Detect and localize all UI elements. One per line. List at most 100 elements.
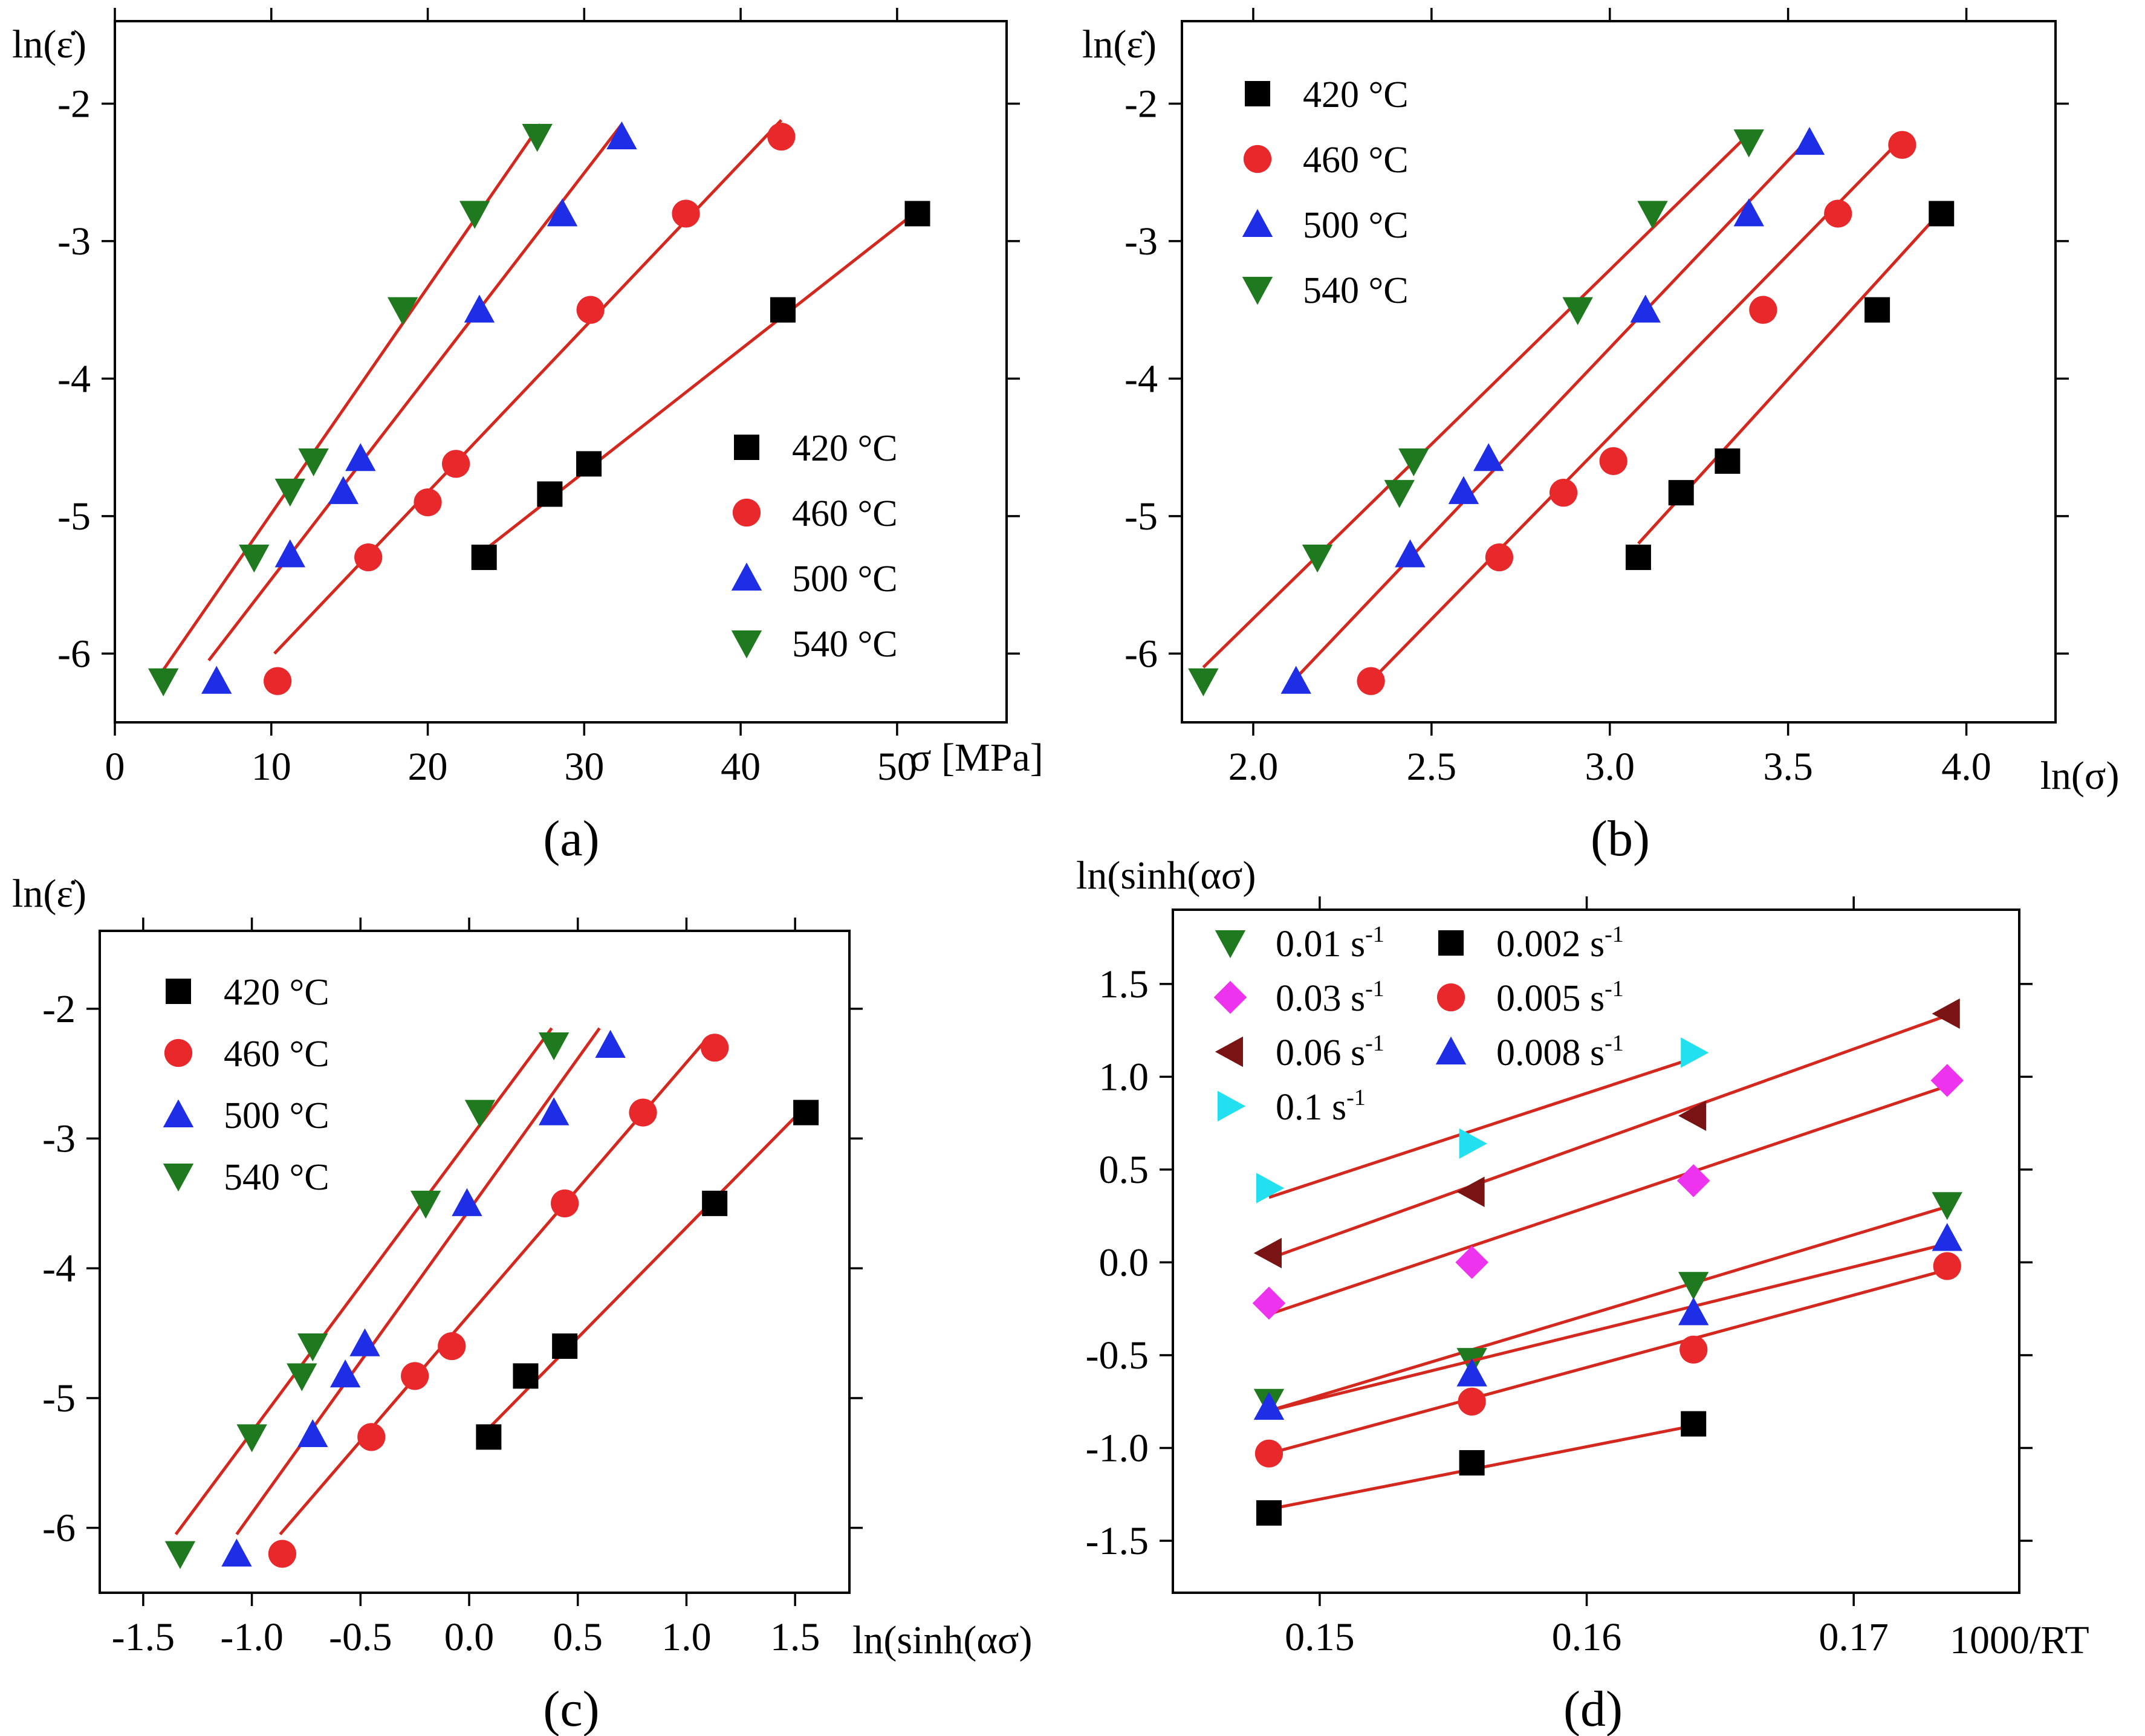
y-tick-label: 0.0 <box>1099 1240 1149 1284</box>
data-point <box>1733 129 1764 158</box>
legend-marker <box>731 630 762 659</box>
panel-label: (b) <box>1591 811 1650 867</box>
series-circle <box>268 1034 729 1568</box>
series-diamond <box>1252 1064 1964 1320</box>
legend-label: 460 °C <box>1303 140 1409 181</box>
x-tick-label: 0.16 <box>1552 1615 1622 1659</box>
x-tick-label: 2.5 <box>1407 745 1457 789</box>
panel-c: -1.5 -1.0 -0.5 0.0 0.5 1.0 1.5 -6 -5 -4 -3 -2 ln(ε̇)… <box>12 872 1032 1736</box>
fit-line <box>1369 137 1904 682</box>
x-tick-label: 3.5 <box>1763 745 1813 789</box>
legend: 420 °C 460 °C 500 °C 540 °C <box>731 428 898 665</box>
y-tick-label: -3 <box>57 219 91 264</box>
legend-marker <box>1242 277 1273 305</box>
data-point <box>221 1538 252 1567</box>
panel-d: 0.15 0.16 0.17 -1.5 -1.0 -0.5 0.0 0.5 1.0 1.5 ln(s… <box>1076 853 2089 1736</box>
data-point <box>328 476 359 504</box>
data-point <box>1930 1064 1964 1097</box>
legend-label: 0.008 s-1 <box>1496 1031 1624 1074</box>
fit-line <box>1268 1242 1948 1413</box>
fit-line <box>1268 1014 1948 1260</box>
data-point <box>1932 1192 1962 1220</box>
legend: 0.01 s-1 0.03 s-1 0.06 s-1 0.1 s-1 0.002 s-1… <box>1213 922 1624 1128</box>
y-tick-label: 1.0 <box>1099 1055 1149 1099</box>
series-square <box>471 201 930 571</box>
data-point <box>452 1188 482 1216</box>
plot-frame <box>114 20 1008 724</box>
legend-superscript: -1 <box>1605 976 1624 1002</box>
legend-label: 540 °C <box>224 1157 329 1198</box>
x-tick-label: 1.5 <box>770 1615 820 1659</box>
plot-frame <box>1181 20 2057 724</box>
data-point <box>329 1359 361 1388</box>
data-point <box>297 1333 328 1362</box>
series-triangle-up <box>201 121 637 694</box>
fit-line <box>1298 137 1811 676</box>
data-point <box>459 201 490 229</box>
x-axis-label: ln(σ) <box>2040 754 2120 798</box>
x-tick-label: 0 <box>105 745 125 789</box>
legend-label: 0.03 s-1 <box>1276 976 1384 1019</box>
legend-marker <box>731 562 762 591</box>
legend-marker <box>1438 930 1464 956</box>
data-point <box>1676 1164 1710 1197</box>
data-point <box>1625 545 1651 571</box>
data-point <box>357 1423 386 1451</box>
legend-marker <box>1245 81 1270 106</box>
legend-label: 0.005 s-1 <box>1496 976 1624 1019</box>
x-tick-label: 0.15 <box>1285 1615 1355 1659</box>
x-tick-label: 4.0 <box>1941 745 1991 789</box>
legend-marker <box>1436 983 1465 1012</box>
y-tick-label: 0.5 <box>1099 1148 1149 1192</box>
data-point <box>274 478 306 507</box>
data-point <box>1256 1173 1285 1203</box>
data-point <box>1395 539 1426 568</box>
legend-marker <box>732 498 761 527</box>
y-tick-label: -0.5 <box>1086 1333 1149 1378</box>
data-point <box>1302 545 1333 573</box>
y-tick-label: -6 <box>1124 632 1158 676</box>
data-point <box>1668 480 1694 506</box>
x-axis-label: σ [MPa] <box>910 736 1043 780</box>
y-tick-label: 1.5 <box>1099 962 1149 1006</box>
legend-superscript: -1 <box>1365 976 1384 1002</box>
panel-b: 2.0 2.5 3.0 3.5 4.0 -6 -5 -4 -3 -2 ln(ε̇) ln(σ) (b) 4… <box>1082 8 2119 867</box>
fit-line <box>1202 132 1750 669</box>
x-tick-label: 30 <box>564 745 604 789</box>
legend-superscript: -1 <box>1346 1085 1366 1110</box>
y-tick-label: -1.0 <box>1086 1426 1149 1470</box>
fit-line <box>235 1027 601 1535</box>
data-point <box>387 297 418 325</box>
legend-label: 0.01 s-1 <box>1276 922 1384 965</box>
data-point <box>349 1328 380 1356</box>
data-point <box>1188 668 1219 696</box>
data-point <box>702 1190 728 1216</box>
y-tick-label: -4 <box>42 1246 76 1291</box>
legend-marker <box>1215 930 1246 959</box>
y-tick-label: -5 <box>57 494 91 539</box>
data-point <box>1253 1237 1282 1269</box>
fit-line <box>273 119 783 655</box>
data-point <box>410 1190 441 1219</box>
x-tick-label: 0.0 <box>444 1615 495 1659</box>
series-triangle-down <box>164 1027 570 1569</box>
x-axis-label: ln(sinh(ασ) <box>852 1618 1032 1662</box>
data-point <box>793 1100 819 1125</box>
y-axis-label: ln(ε̇) <box>12 22 86 66</box>
data-point <box>1932 1223 1962 1251</box>
fit-line <box>174 1027 553 1535</box>
data-point <box>1929 201 1955 227</box>
legend-marker <box>1213 980 1247 1014</box>
y-tick-label: -3 <box>42 1117 76 1161</box>
series-triangle-down <box>1188 129 1764 696</box>
data-point <box>354 543 383 572</box>
x-axis-label: 1000/RT <box>1950 1618 2089 1662</box>
x-tick-label: 0.17 <box>1819 1615 1889 1659</box>
data-point <box>770 297 796 323</box>
data-point <box>1599 447 1627 475</box>
data-point <box>287 1363 317 1391</box>
data-point <box>464 294 495 323</box>
data-point <box>595 1029 626 1058</box>
data-point <box>298 448 329 477</box>
